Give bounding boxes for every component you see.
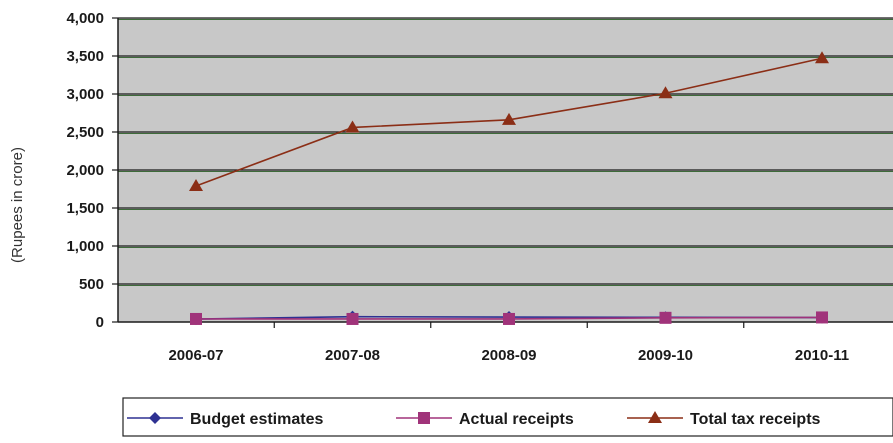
legend-marker — [648, 411, 662, 423]
y-tick-label: 500 — [79, 276, 104, 293]
y-tick-label: 4,000 — [66, 10, 104, 27]
data-point — [816, 311, 828, 324]
data-point — [503, 312, 515, 325]
x-ticks: 2006-07 2007-08 2008-09 2009-10 2010-11 — [168, 322, 849, 364]
legend-label: Budget estimates — [190, 411, 323, 428]
legend-marker — [149, 412, 161, 424]
y-tick-label: 2,500 — [66, 124, 104, 141]
data-point — [658, 86, 673, 99]
data-point — [815, 51, 829, 64]
series — [189, 51, 829, 326]
legend-label: Actual receipts — [459, 411, 574, 428]
data-point — [345, 120, 360, 133]
y-tick-label: 1,500 — [66, 200, 104, 217]
y-ticks: 0 500 1,000 1,500 2,000 2,500 3,000 3,500 4,000 — [66, 10, 118, 331]
gridlines — [118, 17, 893, 286]
legend-marker — [418, 412, 430, 424]
x-tick-label: 2010-11 — [795, 347, 849, 364]
x-tick-label: 2006-07 — [168, 347, 223, 364]
x-tick-label: 2009-10 — [638, 347, 693, 364]
y-axis-title: (Rupees in crore) — [9, 147, 26, 263]
data-point — [346, 312, 359, 325]
legend-label: Total tax receipts — [690, 411, 821, 428]
data-point — [659, 311, 672, 324]
legend: Budget estimates Actual receipts Total tax… — [122, 397, 893, 437]
x-tick-label: 2008-09 — [481, 347, 536, 364]
legend-box — [122, 397, 893, 437]
data-point — [502, 112, 516, 125]
y-tick-label: 0 — [96, 314, 104, 331]
y-tick-label: 2,000 — [66, 162, 104, 179]
x-tick-label: 2007-08 — [325, 347, 380, 364]
y-tick-label: 3,000 — [66, 86, 104, 103]
data-point — [190, 312, 202, 325]
data-point — [189, 178, 203, 191]
y-tick-label: 3,500 — [66, 48, 104, 65]
y-tick-label: 1,000 — [66, 238, 104, 255]
